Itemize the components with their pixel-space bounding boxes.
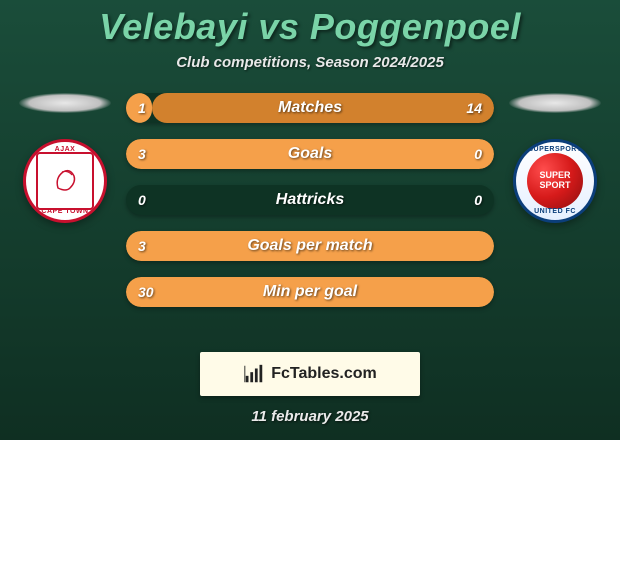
stat-value-left: 30 — [138, 284, 154, 300]
crest-inner-text: SUPER SPORT — [527, 171, 583, 191]
player-shadow-right — [509, 93, 601, 113]
stat-label: Matches — [278, 99, 342, 117]
page-title: Velebayi vs Poggenpoel — [0, 6, 620, 48]
stat-row: 1 Matches 14 — [126, 93, 494, 123]
stat-row: 3 Goals per match — [126, 231, 494, 261]
comparison-widget: Velebayi vs Poggenpoel Club competitions… — [0, 0, 620, 440]
stats-bars: 1 Matches 14 3 Goals 0 0 Hattricks 0 3 Goals per m… — [120, 93, 500, 307]
stat-value-right: 0 — [474, 146, 482, 162]
crest-text: UNITED FC — [516, 208, 594, 216]
stat-value-left: 1 — [138, 100, 146, 116]
stat-value-right: 0 — [474, 192, 482, 208]
crest-text: CAPE TOWN — [26, 208, 104, 216]
crest-inner-left — [36, 152, 94, 210]
team-crest-left: AJAX CAPE TOWN — [23, 139, 107, 223]
stat-value-right: 14 — [466, 100, 482, 116]
brand-badge[interactable]: FcTables.com — [200, 352, 420, 396]
stat-row: 30 Min per goal — [126, 277, 494, 307]
crest-text: SUPERSPORT — [516, 146, 594, 154]
content-row: AJAX CAPE TOWN 1 Matches 14 3 Goals 0 0 Hattric… — [0, 93, 620, 307]
date-label: 11 february 2025 — [0, 408, 620, 425]
stat-value-left: 3 — [138, 238, 146, 254]
team-crest-right: SUPERSPORT SUPER SPORT UNITED FC — [513, 139, 597, 223]
left-team-column: AJAX CAPE TOWN — [10, 93, 120, 223]
crest-inner-right: SUPER SPORT — [527, 153, 583, 209]
stat-label: Hattricks — [276, 191, 344, 209]
crest-text: AJAX — [26, 146, 104, 154]
subtitle: Club competitions, Season 2024/2025 — [0, 54, 620, 71]
stat-value-left: 0 — [138, 192, 146, 208]
stat-row: 3 Goals 0 — [126, 139, 494, 169]
bar-chart-icon — [243, 363, 265, 385]
brand-text: FcTables.com — [271, 365, 377, 383]
stat-label: Goals per match — [247, 237, 372, 255]
stat-label: Goals — [288, 145, 332, 163]
right-team-column: SUPERSPORT SUPER SPORT UNITED FC — [500, 93, 610, 223]
stat-label: Min per goal — [263, 283, 357, 301]
ajax-head-icon — [50, 166, 80, 196]
stat-value-left: 3 — [138, 146, 146, 162]
player-shadow-left — [19, 93, 111, 113]
stat-row: 0 Hattricks 0 — [126, 185, 494, 215]
